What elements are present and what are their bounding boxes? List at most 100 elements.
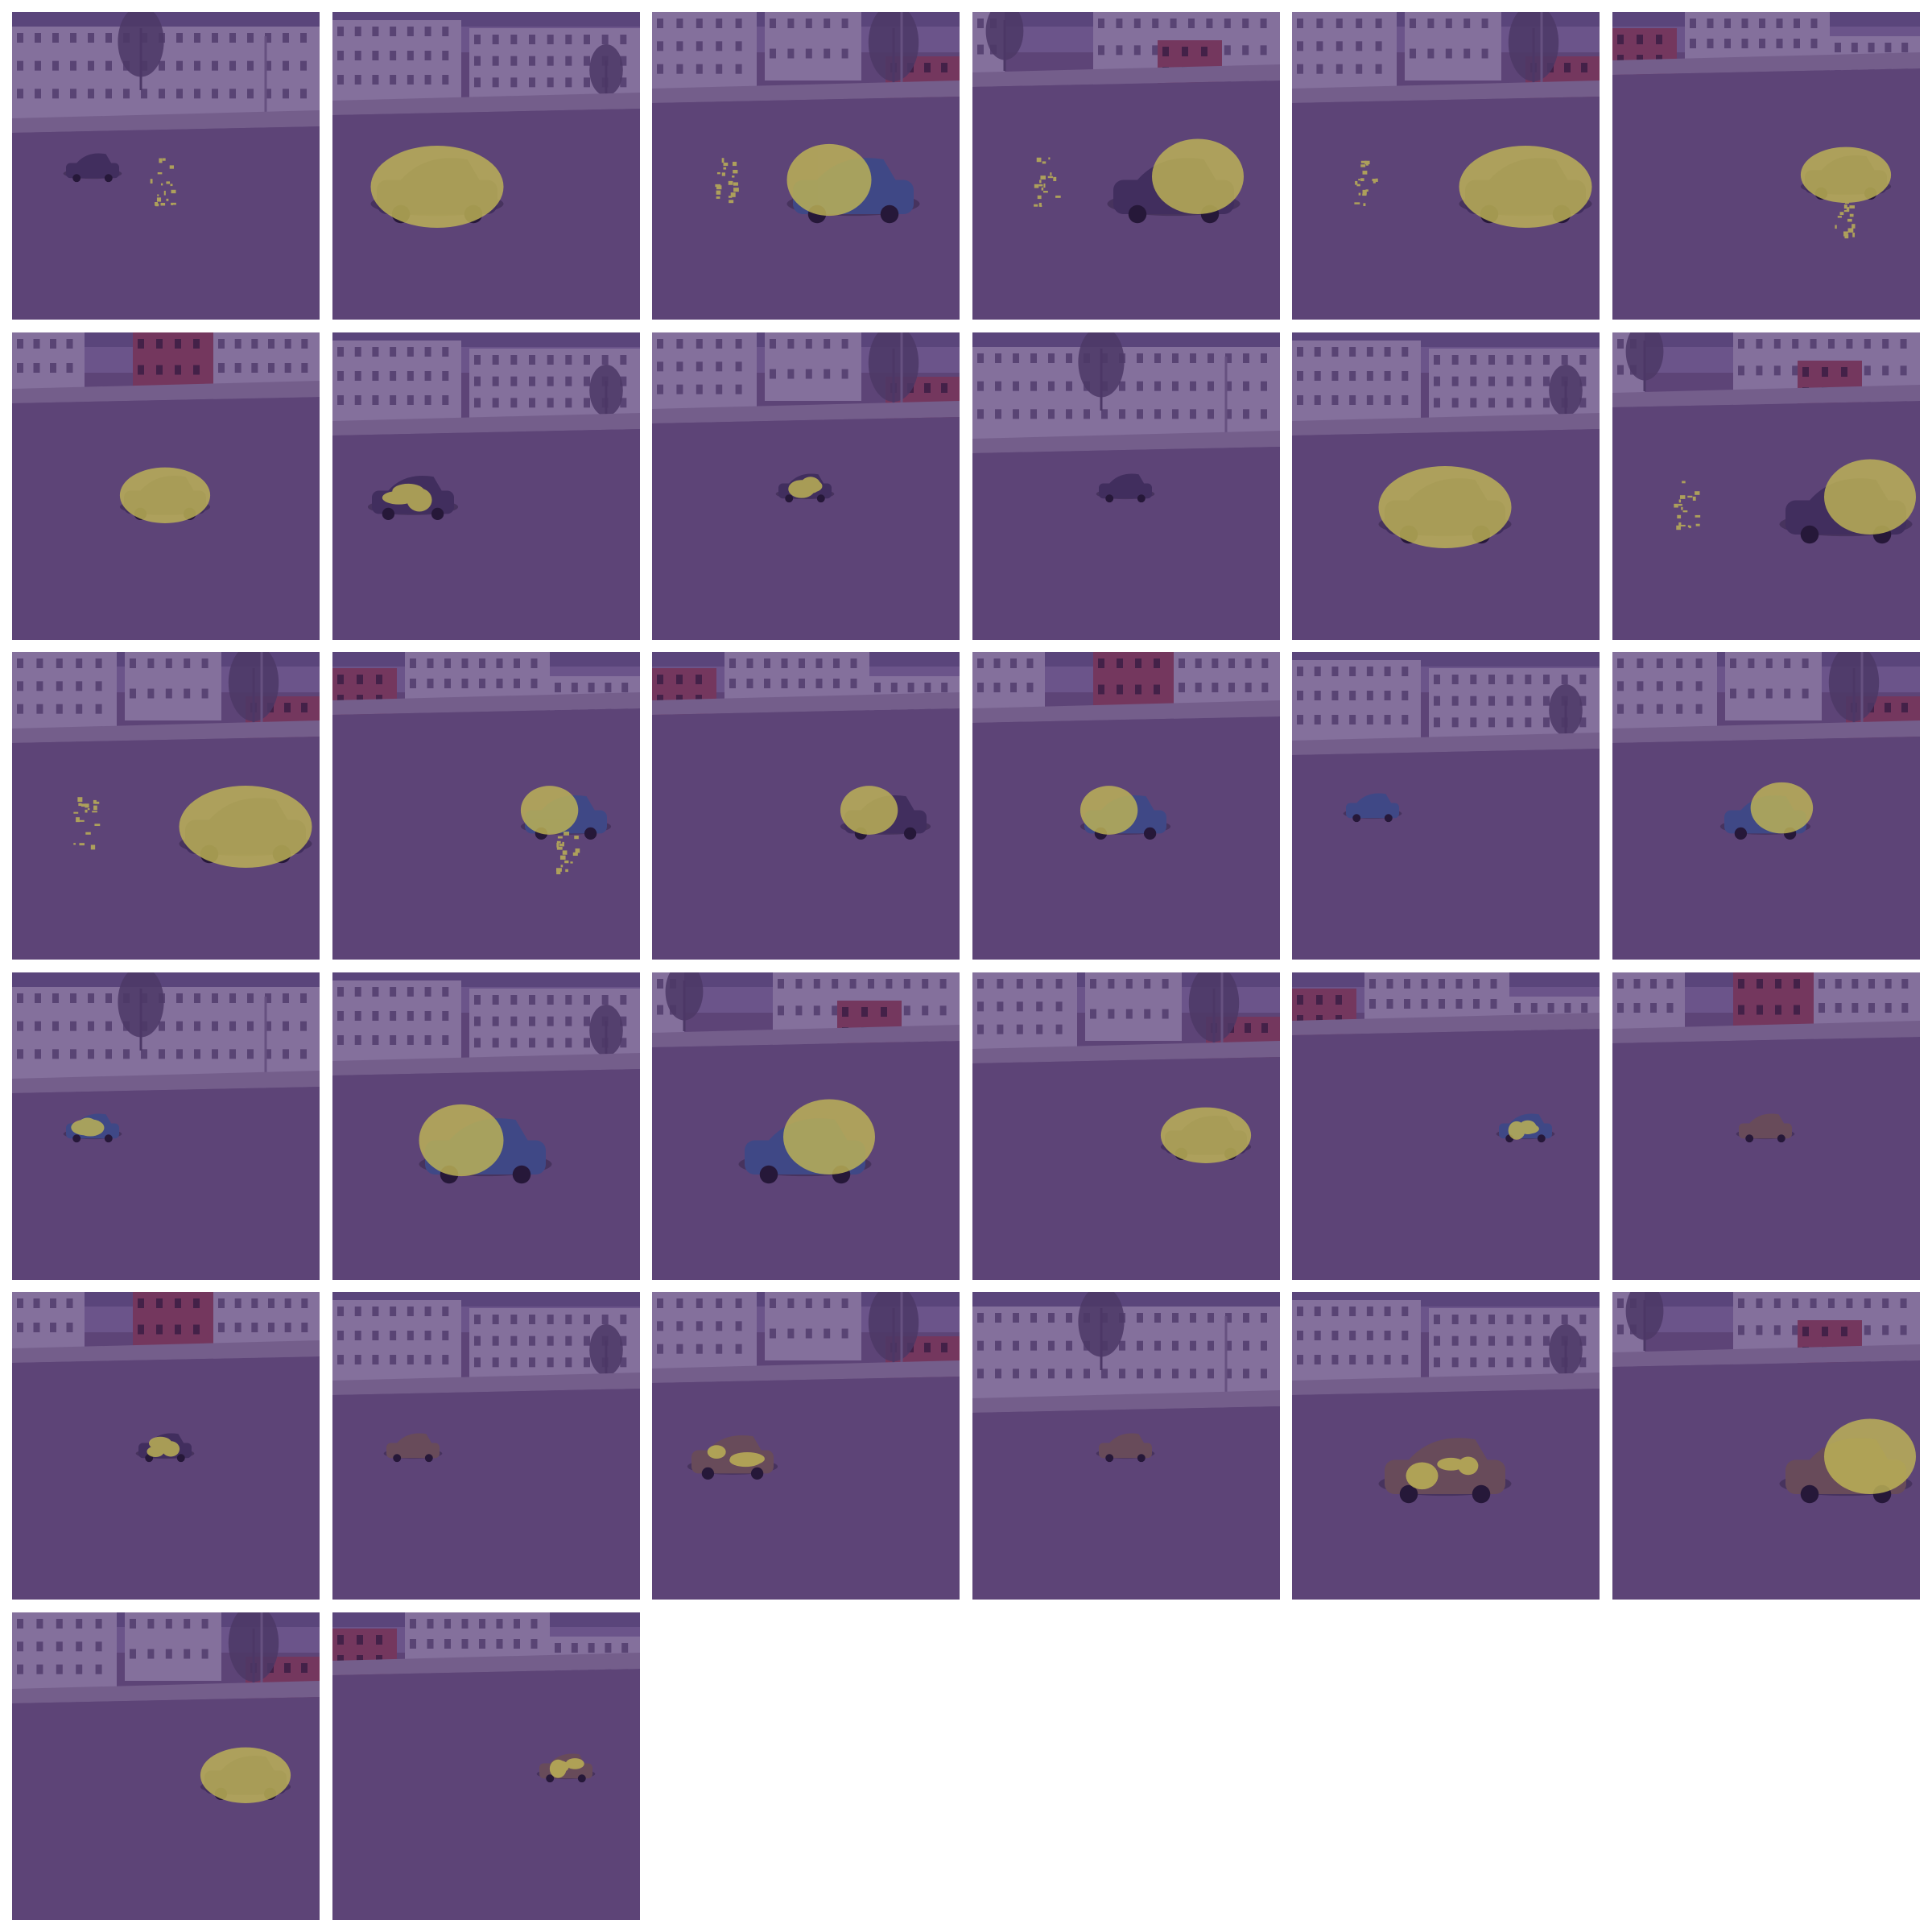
sky-cloud [972, 332, 1280, 347]
building-window [547, 994, 554, 1005]
car-roof [1356, 793, 1392, 803]
building-window [284, 362, 291, 373]
building-window [17, 60, 23, 71]
building-window [994, 1340, 1001, 1351]
building-window [444, 658, 451, 668]
building-window [564, 1037, 572, 1047]
building-window [1404, 978, 1410, 989]
building-window [1881, 1325, 1889, 1335]
heatmap-speckle [721, 172, 725, 176]
building-window [52, 89, 59, 99]
building-window [159, 1048, 165, 1059]
heatmap-speckle [1675, 525, 1681, 530]
heatmap-speckle [1847, 228, 1853, 233]
heatmap-speckle [733, 169, 738, 174]
building-window [424, 1010, 431, 1021]
building-window [156, 1324, 163, 1335]
car-wheel [880, 204, 899, 224]
brick-building [133, 332, 213, 393]
building-window [1016, 1001, 1023, 1011]
sidewalk [972, 430, 1280, 453]
building-window [76, 1618, 83, 1629]
building-window [212, 89, 218, 99]
colormap-tint [12, 332, 320, 640]
building-window [478, 1618, 485, 1629]
building-window [778, 978, 784, 989]
heatmap-speckle [1372, 179, 1376, 182]
building-window [389, 346, 396, 357]
building-window [564, 994, 572, 1005]
car-body [1738, 1123, 1792, 1138]
building-window [1083, 1368, 1090, 1379]
building-window [1012, 1313, 1019, 1323]
building-window [1525, 675, 1532, 684]
building-window [583, 1016, 590, 1026]
building-window [1579, 1335, 1587, 1346]
heatmap-speckle [85, 803, 89, 808]
building-window [1506, 354, 1513, 365]
building-window [336, 1634, 344, 1645]
building-window [1349, 394, 1356, 405]
building-window [1755, 338, 1762, 349]
building-window [657, 675, 663, 684]
building-window [1470, 1315, 1477, 1324]
building-window [1616, 1324, 1624, 1335]
building-window [371, 986, 378, 997]
building-window [1506, 696, 1513, 706]
building-window [657, 1344, 663, 1354]
building-window [1224, 1340, 1232, 1351]
building-window [1170, 19, 1177, 28]
building-window [56, 1618, 63, 1629]
building-window [1030, 1340, 1037, 1351]
sidewalk [652, 1360, 960, 1383]
building-window [1009, 658, 1017, 668]
attention-heatmap [1800, 147, 1891, 239]
building-window [1316, 64, 1323, 74]
heatmap-speckle [1356, 184, 1360, 187]
attention-heatmap [382, 483, 432, 512]
colormap-tint [1612, 332, 1920, 640]
tile-image [332, 972, 640, 1280]
building-window [1470, 376, 1477, 386]
colormap-tint [1612, 1292, 1920, 1600]
heatmap-speckle [732, 175, 735, 178]
attention-heatmap [707, 1445, 765, 1468]
building-window [1205, 19, 1212, 28]
building-window [194, 89, 200, 99]
building-window [716, 1298, 723, 1308]
building-window [1228, 683, 1235, 692]
heatmap-tile [12, 1292, 320, 1600]
building-window [354, 1355, 361, 1364]
building-window [268, 1323, 275, 1332]
building-window [805, 1328, 812, 1339]
building-window [1097, 45, 1104, 56]
tree-canopy [1549, 364, 1583, 416]
building-window [1154, 1368, 1161, 1379]
building-window [52, 1021, 59, 1031]
building-window [1451, 376, 1459, 386]
building-window [729, 679, 736, 688]
building-window [886, 978, 893, 989]
building-window [735, 1344, 742, 1354]
colormap-tint [1292, 12, 1600, 320]
building-window [564, 376, 572, 386]
building-window [1260, 353, 1267, 363]
building-window [564, 1315, 572, 1324]
building-window [1868, 978, 1875, 989]
building-window [1366, 394, 1373, 405]
building-window [1384, 691, 1391, 700]
heatmap-speckle [716, 196, 720, 199]
attention-heatmap [150, 158, 176, 207]
building-window [301, 362, 308, 373]
building-window [371, 27, 378, 36]
building-window [564, 1335, 572, 1346]
building-window [564, 354, 572, 365]
building-window [1818, 1002, 1825, 1013]
tile-image [332, 1292, 640, 1600]
sidewalk [972, 1040, 1280, 1063]
building-window [1470, 675, 1477, 684]
building-window [1525, 717, 1532, 728]
heatmap-speckle [157, 172, 163, 175]
colormap-tint [1612, 972, 1920, 1280]
heatmap-speckle [1849, 213, 1854, 217]
